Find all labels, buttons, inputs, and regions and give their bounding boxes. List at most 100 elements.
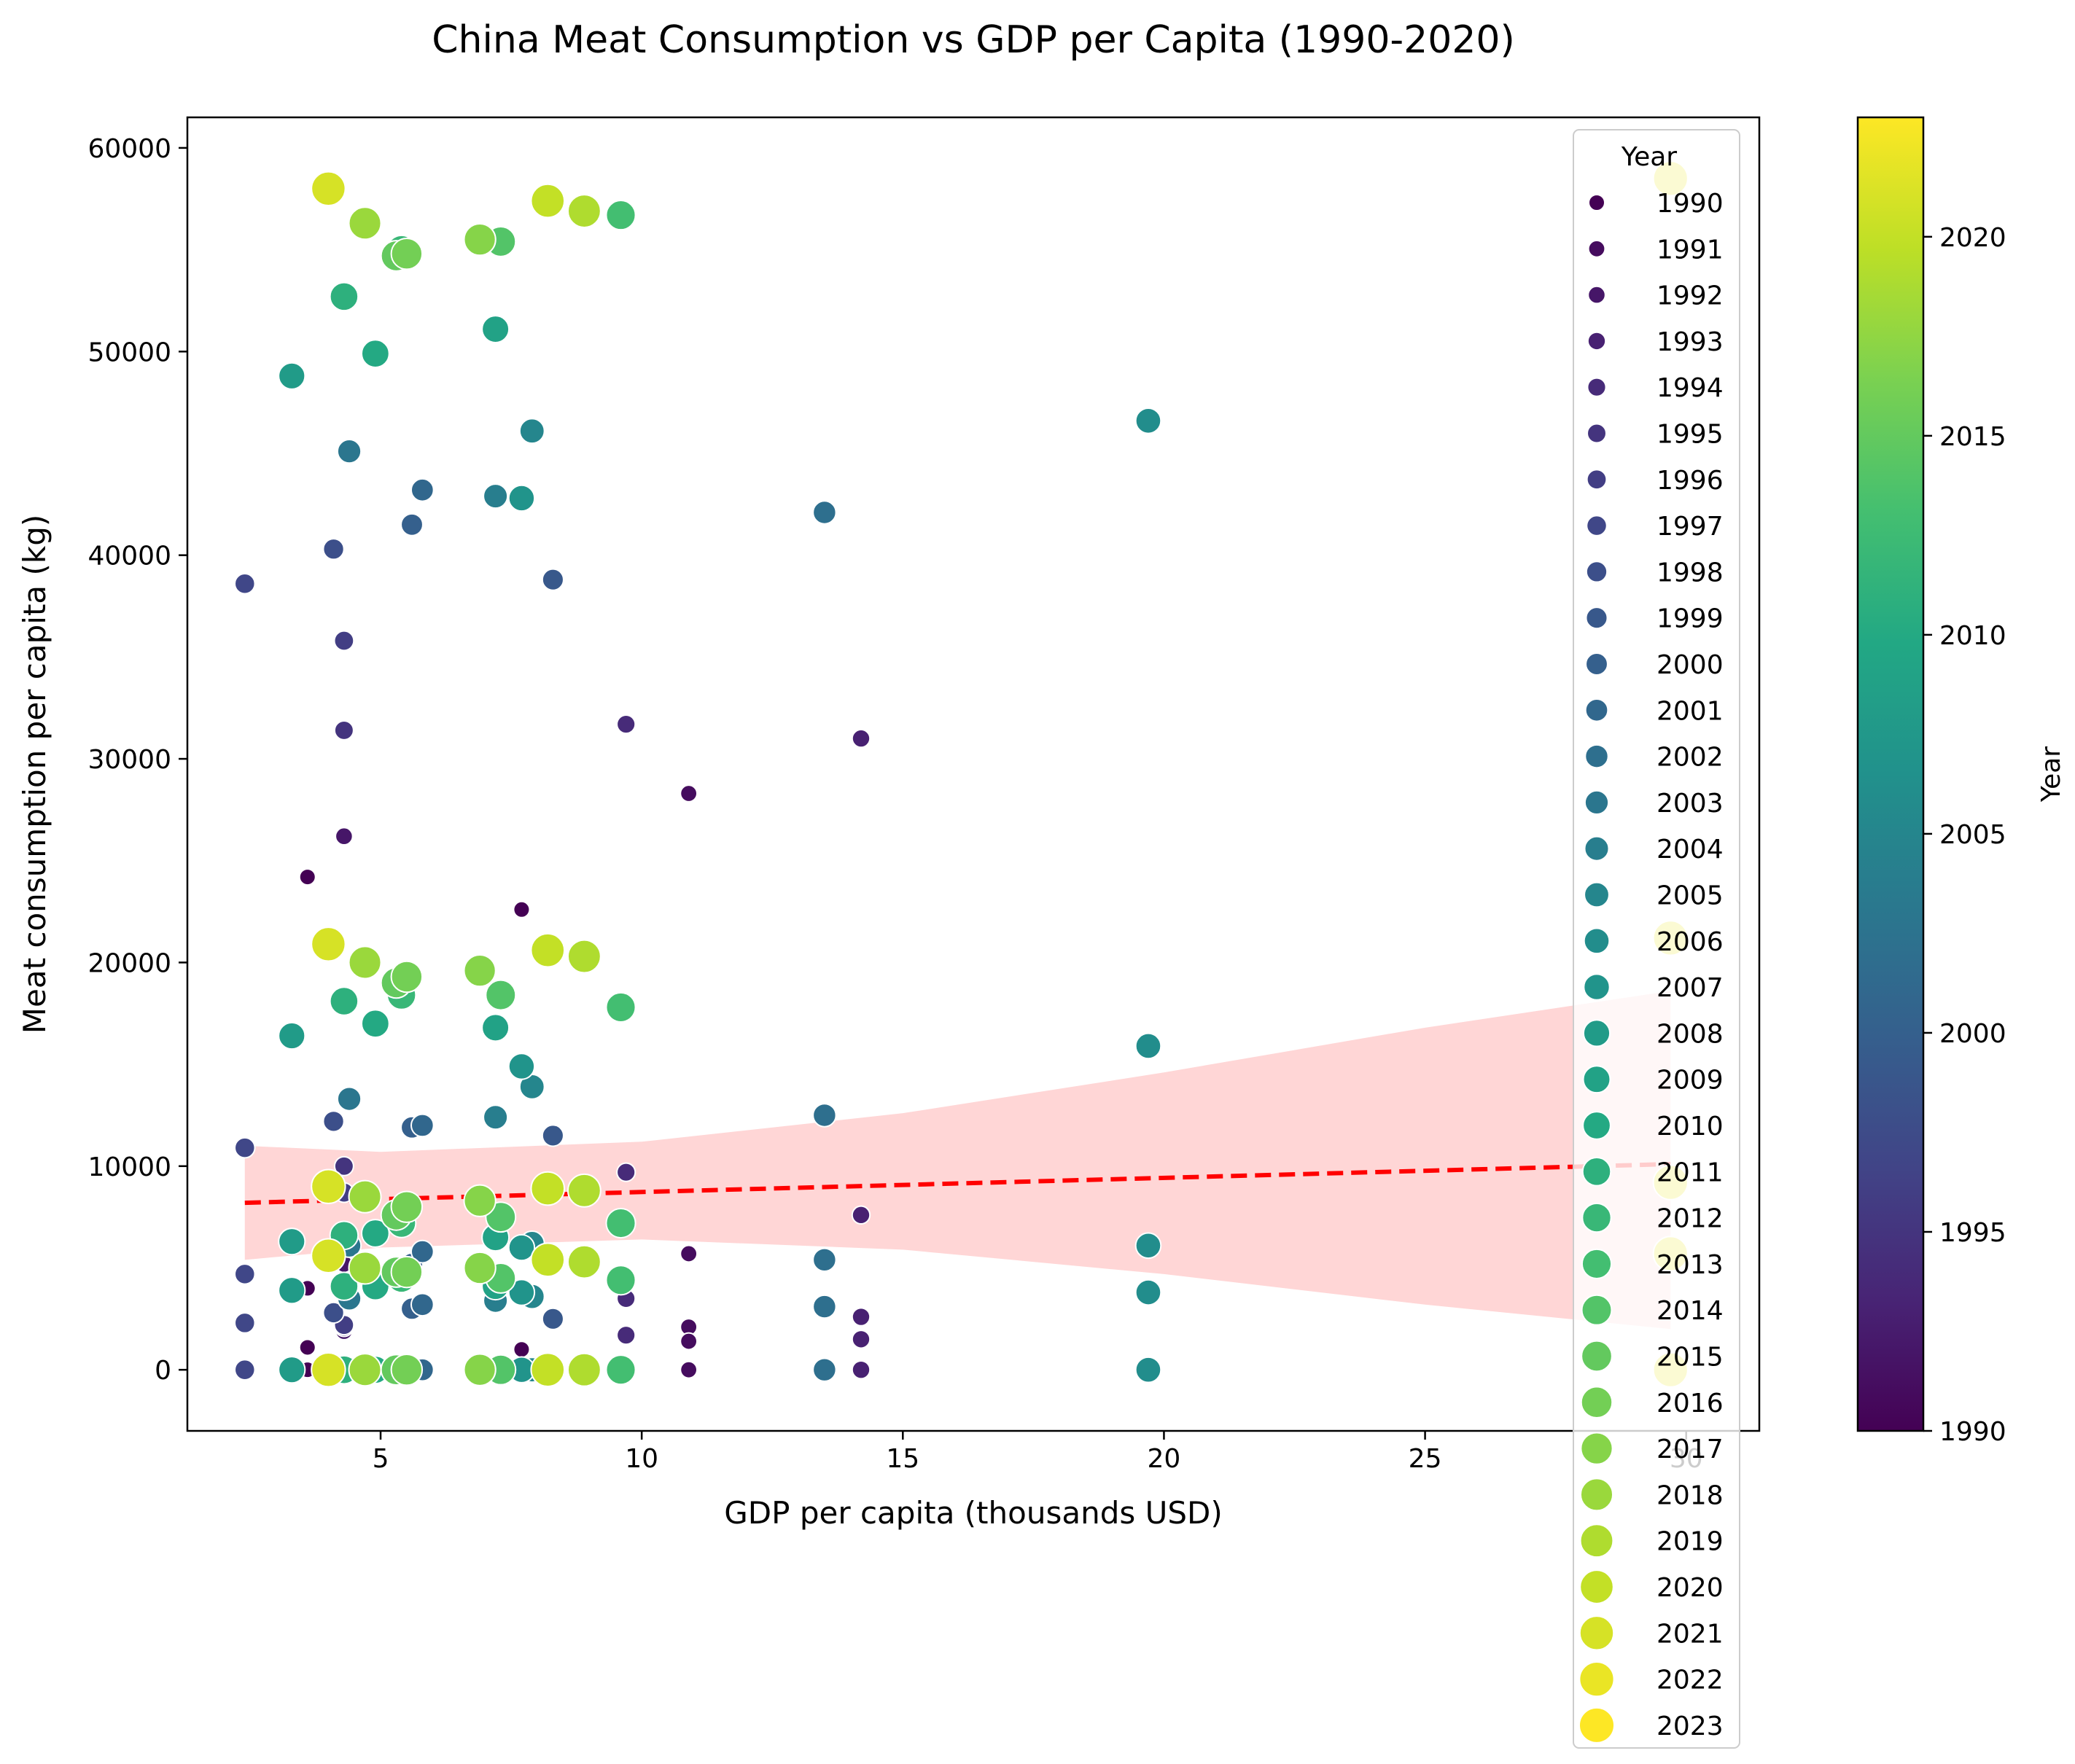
data-point-2006 — [1134, 1232, 1162, 1260]
data-point-2008 — [278, 1276, 306, 1305]
data-point-2006 — [1134, 1356, 1162, 1384]
legend-marker-2021 — [1578, 1615, 1615, 1651]
plot-area — [234, 160, 1689, 1388]
legend-label-2001: 2001 — [1657, 696, 1724, 726]
legend-label-1990: 1990 — [1657, 189, 1724, 219]
legend-label-2008: 2008 — [1657, 1019, 1724, 1049]
data-point-2001 — [410, 1113, 435, 1138]
data-point-2006 — [1134, 1032, 1162, 1060]
data-point-2020 — [530, 1242, 566, 1278]
data-point-2002 — [812, 1103, 837, 1128]
legend-marker-2000 — [1585, 652, 1608, 676]
data-point-2019 — [567, 939, 602, 974]
data-point-2016 — [390, 1255, 424, 1289]
data-point-2004 — [483, 1104, 509, 1131]
legend-marker-2023 — [1578, 1706, 1615, 1744]
legend-label-1991: 1991 — [1657, 235, 1724, 265]
data-point-2007 — [507, 1053, 536, 1080]
data-point-2013 — [605, 1207, 636, 1239]
colorbar: 1990 1995 2000 2005 2010 2015 2020 Year — [1856, 116, 2066, 1447]
y-tick-label: 50000 — [87, 337, 171, 367]
data-point-2006 — [1134, 1279, 1162, 1306]
legend-label-2007: 2007 — [1657, 973, 1724, 1003]
legend-marker-2019 — [1579, 1523, 1614, 1558]
data-point-2013 — [605, 1354, 636, 1386]
data-point-1993 — [851, 1205, 871, 1225]
y-tick-label: 20000 — [87, 948, 171, 978]
data-point-2018 — [348, 945, 382, 980]
colorbar-tick-label: 2000 — [1939, 1019, 2006, 1049]
data-point-2004 — [483, 483, 509, 510]
data-point-2000 — [400, 512, 424, 536]
legend-label-1995: 1995 — [1657, 420, 1724, 450]
data-point-2021 — [311, 1238, 346, 1273]
colorbar-tick-label: 2020 — [1939, 223, 2006, 253]
data-point-1995 — [333, 1155, 354, 1176]
data-point-2011 — [329, 1271, 359, 1301]
data-point-2011 — [329, 281, 359, 312]
legend-label-2014: 2014 — [1657, 1296, 1724, 1326]
colorbar-tick-label: 1990 — [1939, 1417, 2006, 1447]
legend-label-2022: 2022 — [1657, 1666, 1724, 1695]
y-axis-label: Meat consumption per capita (kg) — [17, 515, 52, 1034]
data-point-2019 — [567, 1173, 602, 1208]
data-point-2010 — [360, 1009, 390, 1039]
legend-marker-1994 — [1587, 377, 1607, 397]
data-point-2014 — [485, 979, 517, 1011]
x-tick-label: 10 — [625, 1444, 658, 1474]
y-axis: 0 10000 20000 30000 40000 50000 60000 — [87, 134, 187, 1386]
legend-label-2003: 2003 — [1657, 789, 1724, 819]
data-point-2016 — [390, 960, 424, 994]
legend-label-1994: 1994 — [1657, 373, 1724, 403]
legend-marker-2008 — [1582, 1019, 1611, 1047]
data-point-1997 — [234, 1136, 256, 1159]
x-tick-label: 20 — [1148, 1444, 1181, 1474]
data-point-2008 — [278, 1356, 306, 1384]
colorbar-scale — [1856, 116, 1925, 1432]
data-point-2009 — [481, 315, 510, 344]
data-point-1996 — [333, 630, 355, 652]
x-tick-label: 5 — [373, 1444, 389, 1474]
data-point-2020 — [530, 1171, 566, 1206]
plot-frame — [186, 116, 1761, 1432]
legend-label-2013: 2013 — [1657, 1250, 1724, 1280]
colorbar-tick-label: 2010 — [1939, 621, 2006, 651]
legend-marker-2013 — [1581, 1248, 1613, 1279]
data-point-2007 — [507, 1233, 536, 1262]
data-point-1998 — [322, 538, 345, 561]
legend-label-1996: 1996 — [1657, 466, 1724, 496]
colorbar-tick-label: 2015 — [1939, 422, 2006, 452]
data-point-2021 — [311, 1351, 346, 1388]
legend-marker-1993 — [1587, 331, 1607, 351]
data-point-2017 — [463, 1353, 497, 1386]
legend-label-2006: 2006 — [1657, 927, 1724, 957]
legend-marker-2009 — [1582, 1065, 1611, 1094]
data-point-2002 — [812, 1357, 837, 1382]
data-point-2010 — [360, 339, 390, 368]
x-tick-label: 25 — [1409, 1444, 1442, 1474]
y-tick-label: 60000 — [87, 134, 171, 164]
data-point-2013 — [605, 991, 636, 1023]
data-point-1991 — [680, 784, 698, 803]
legend-label-2000: 2000 — [1657, 650, 1724, 680]
legend-marker-2016 — [1580, 1386, 1613, 1419]
data-point-1991 — [680, 1360, 698, 1379]
data-point-2017 — [463, 953, 497, 988]
legend-marker-1995 — [1587, 423, 1607, 444]
legend-marker-2004 — [1584, 835, 1610, 862]
data-point-2006 — [1134, 407, 1162, 434]
data-point-2011 — [329, 986, 359, 1016]
data-point-1991 — [680, 1332, 698, 1351]
data-point-2020 — [530, 183, 566, 219]
y-tick-label: 0 — [155, 1356, 171, 1386]
legend-label-2011: 2011 — [1657, 1158, 1724, 1187]
data-point-1992 — [335, 827, 354, 846]
data-point-2020 — [530, 932, 566, 968]
data-point-2002 — [812, 1247, 837, 1273]
data-points — [234, 160, 1689, 1388]
colorbar-label: Year — [2036, 746, 2066, 803]
legend-marker-2005 — [1584, 881, 1610, 908]
y-tick-label: 40000 — [87, 542, 171, 571]
legend-label-1997: 1997 — [1657, 512, 1724, 542]
